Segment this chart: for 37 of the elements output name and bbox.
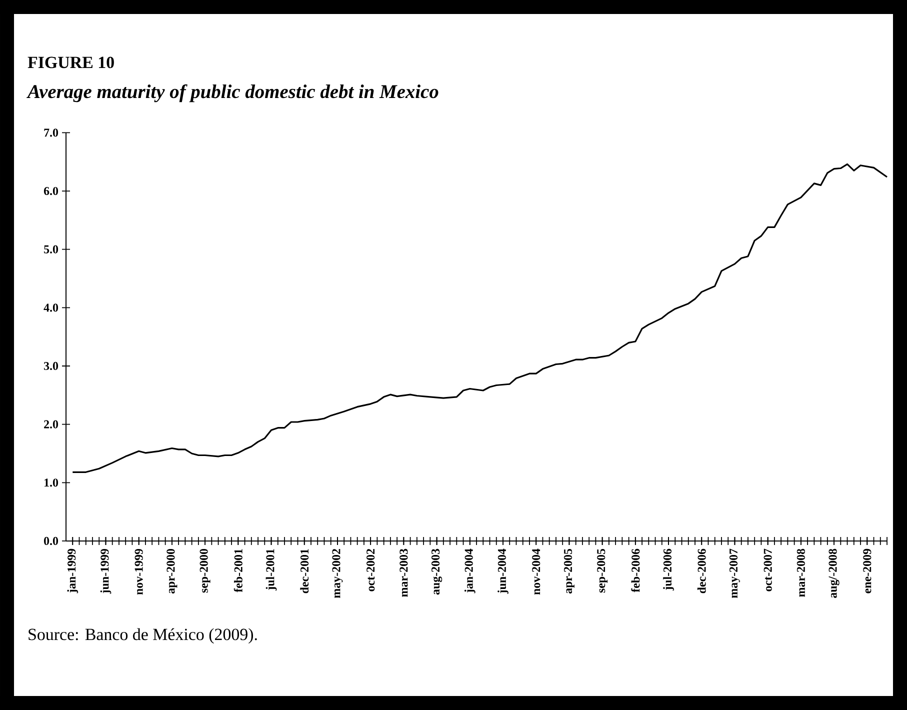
x-tick-label: sep-2000 (200, 548, 210, 593)
x-tick-label: jan-1999 (67, 548, 78, 594)
x-tick-label: mar-2003 (400, 548, 408, 597)
x-tick-label: apr-2005 (564, 548, 574, 594)
x-tick-label: jul-2006 (663, 548, 674, 590)
y-tick-label: 7.0 (44, 128, 58, 137)
x-tick-label: oct-2002 (366, 549, 375, 592)
y-tick-label: 2.0 (44, 420, 58, 428)
x-tick-label: mar-2008 (796, 548, 805, 597)
x-tick-label: nov-2004 (532, 548, 540, 595)
x-tick-label: feb-2001 (234, 549, 242, 592)
x-tick-label: may-2007 (729, 548, 740, 598)
x-tick-label: jun-2004 (498, 548, 508, 594)
x-tick-label: jun-1999 (100, 548, 112, 594)
y-tick-label: 0.0 (44, 536, 58, 546)
x-tick-label: ene-2009 (863, 548, 872, 594)
x-tick-label: may-2002 (332, 549, 343, 598)
x-tick-label: dec-2006 (697, 548, 706, 594)
source-note: Source: Banco de México (2009). (28, 628, 257, 644)
y-tick-label: 6.0 (44, 186, 58, 196)
x-tick-label: feb-2006 (631, 548, 640, 592)
chart-subtitle: Average maturity of public domestic debt in Mexico (26, 84, 438, 102)
x-tick-label: apr-2000 (166, 548, 178, 594)
y-tick-label: 1.0 (44, 478, 58, 487)
x-tick-label: nov-1999 (134, 548, 143, 595)
y-tick-label: 5.0 (44, 245, 58, 254)
x-tick-label: oct-2007 (764, 548, 772, 592)
chart-title: FIGURE 10 (28, 56, 114, 68)
x-tick-label: dec-2001 (300, 549, 309, 594)
x-tick-label: aug-2003 (431, 548, 442, 595)
y-tick-label: 4.0 (44, 304, 58, 312)
x-tick-label: jul-2001 (266, 549, 277, 590)
line-series (72, 163, 888, 473)
x-tick-label: jan-2004 (464, 548, 476, 594)
y-tick-label: 3.0 (44, 362, 58, 370)
x-tick-label: aug/-2008 (828, 548, 840, 598)
x-tick-label: sep-2005 (597, 548, 608, 593)
